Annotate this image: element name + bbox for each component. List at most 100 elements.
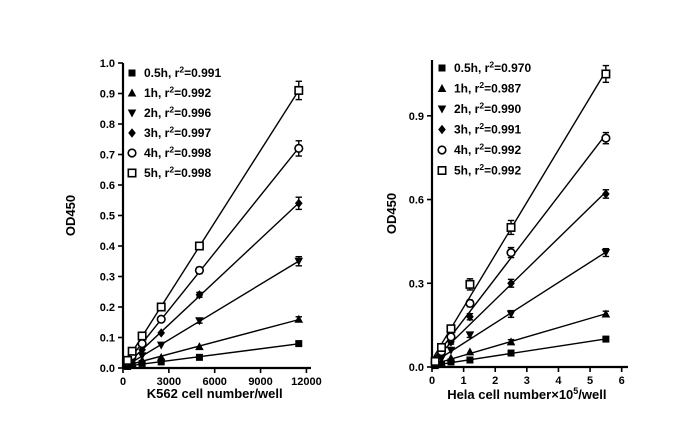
marker-open-square [437,166,447,176]
marker-open-square [446,324,456,334]
x-tick-label: 4 [555,375,562,387]
y-tick-label: 0.5 [100,211,115,223]
legend-entry-5h: 5h, r2=0.998 [127,165,211,181]
x-tick-label: 5 [587,375,593,387]
legend-label: 0.5h, r2=0.991 [144,65,221,81]
marker-filled-square [447,358,455,366]
y-tick-label: 0.6 [409,195,424,207]
fit-line-3h [431,191,607,362]
marker-open-circle [601,133,611,143]
marker-open-square [156,302,166,312]
marker-filled-triangle-up [156,352,166,361]
x-tick-label: 2 [492,375,498,387]
legend-entry-0.5h: 0.5h, r2=0.970 [438,60,531,76]
marker-open-square [194,241,204,251]
legend-label: 4h, r2=0.998 [144,145,211,161]
marker-open-square [123,355,133,365]
marker-filled-square [128,69,136,77]
k562-chart-svg: 0.0 0.1 0.2 0.3 0.4 0.5 0.6 0.7 0.8 0.9 1.0 0 3000 60… [63,58,322,401]
marker-open-circle [437,145,447,155]
legend-entry-3h: 3h, r2=0.997 [128,125,211,141]
legend-entry-3h: 3h, r2=0.991 [438,121,521,137]
fit-line-2h [431,251,607,365]
x-tick-label: 0 [120,376,126,388]
marker-filled-diamond [294,198,303,208]
series-3h [431,189,610,369]
series-2h [430,247,611,369]
y-axis-title: OD450 [63,195,78,236]
marker-filled-triangle-up [195,342,204,351]
marker-filled-triangle-up [127,88,137,97]
marker-open-circle [506,247,516,258]
legend-label: 0.5h, r2=0.970 [454,60,531,76]
marker-filled-triangle-down [465,331,475,340]
marker-open-square [436,342,446,352]
marker-open-square [430,356,440,366]
marker-filled-triangle-up [437,84,447,92]
series-0.5h [122,340,303,370]
legend: 0.5h, r2=0.970 1h, r2=0.987 2h, r2=0.990 3h… [437,60,531,178]
marker-filled-triangle-up [465,347,475,356]
marker-filled-triangle-down [446,346,456,355]
marker-filled-triangle-down [506,310,516,319]
x-tick-label: 0 [429,375,435,387]
marker-filled-square [438,64,446,72]
marker-open-square [137,331,147,341]
fit-line-2h [122,260,300,369]
x-tick-label: 6000 [202,376,226,388]
y-axis-title: OD450 [384,193,399,234]
legend-label: 1h, r2=0.987 [454,80,521,96]
marker-open-circle [446,332,456,342]
marker-open-square [127,346,137,356]
legend-entry-5h: 5h, r2=0.992 [437,162,521,178]
marker-open-square [506,222,516,232]
series-0.5h [431,335,610,370]
y-tick-label: 0.8 [100,119,115,131]
y-tick-label: 0.6 [100,180,115,192]
marker-filled-square [295,340,303,348]
y-tick-label: 0.3 [409,278,424,290]
marker-filled-triangle-down [294,257,304,266]
marker-filled-triangle-up [446,353,456,362]
fit-line-3h [122,202,300,369]
y-tick-label: 0.1 [100,333,115,345]
marker-filled-triangle-down [601,249,611,258]
series-5h [122,80,304,367]
x-tick-label: 1 [461,375,467,387]
marker-open-square [127,168,137,178]
y-tick-label: 0.4 [100,241,116,253]
marker-filled-triangle-down [156,341,166,350]
marker-filled-triangle-up [506,337,516,346]
marker-filled-triangle-up [294,314,304,323]
y-tick-label: 1.0 [100,58,115,70]
x-tick-label: 6 [619,375,625,387]
marker-filled-square [157,358,165,366]
y-tick-label: 0.0 [100,363,115,375]
legend-entry-2h: 2h, r2=0.996 [127,105,211,120]
legend-label: 5h, r2=0.998 [144,165,211,181]
fit-line-4h [122,147,300,368]
legend-label: 3h, r2=0.997 [144,125,211,141]
marker-filled-square [466,356,474,364]
fit-line-0.5h [431,338,606,367]
fit-line-0.5h [122,343,299,368]
hela-chart-panel: 0.0 0.3 0.6 0.9 0 1 2 3 4 5 6 Hela cell number×105/… [378,28,698,445]
marker-filled-diamond [128,128,136,138]
marker-open-square [465,279,475,289]
y-tick-label: 0.9 [100,89,115,101]
marker-filled-diamond [195,290,204,300]
legend-label: 5h, r2=0.992 [454,162,521,178]
x-tick-label: 12000 [291,376,322,388]
marker-filled-diamond [602,189,610,199]
legend-entry-4h: 4h, r2=0.992 [437,142,521,157]
legend-entry-1h: 1h, r2=0.992 [127,85,211,100]
marker-open-circle [156,314,166,324]
marker-filled-diamond [507,278,515,288]
legend-entry-2h: 2h, r2=0.990 [437,101,521,116]
x-axis-title: Hela cell number×105/well [447,386,606,402]
fit-line-5h [431,70,607,361]
legend-entry-4h: 4h, r2=0.998 [127,145,211,161]
y-tick-label: 0.7 [100,150,115,162]
marker-filled-triangle-down [137,352,147,361]
fit-line-5h [122,89,300,367]
